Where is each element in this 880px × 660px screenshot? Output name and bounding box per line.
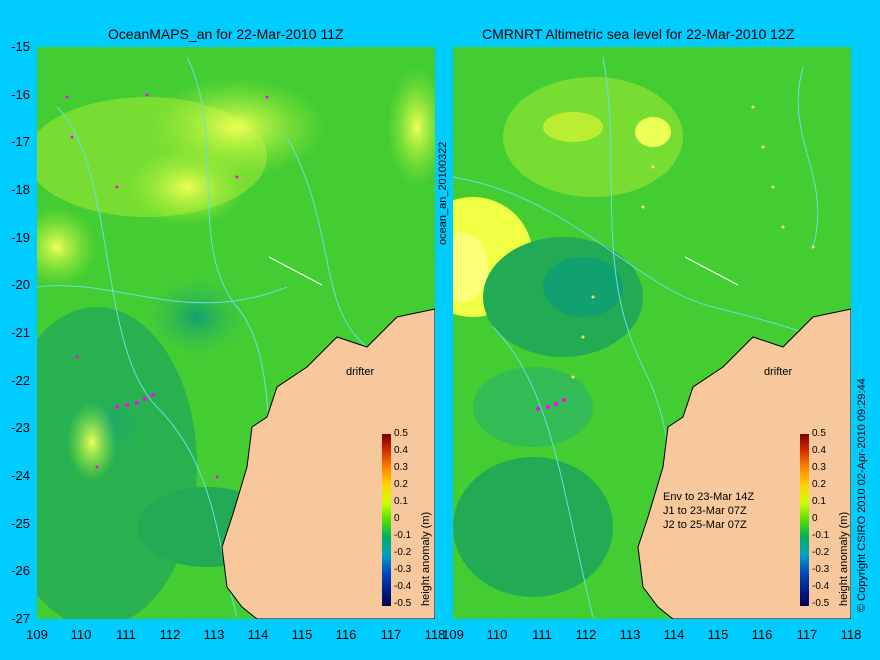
y-tick-label: -17	[11, 134, 30, 149]
x-tick-label: 114	[247, 627, 269, 642]
y-tick-label: -15	[11, 39, 30, 54]
x-tick-label: 117	[380, 627, 402, 642]
y-tick-label: -24	[11, 468, 30, 483]
copyright-text: © Copyright CSIRO 2010 02-Apr-2010 09:29…	[856, 378, 868, 612]
left-map-title: OceanMAPS_an for 22-Mar-2010 11Z	[108, 26, 344, 42]
colorbar-tick: 0.5	[394, 428, 408, 439]
x-tick-label: 110	[70, 627, 92, 642]
right-note-line: Env to 23-Mar 14Z	[663, 491, 755, 503]
colorbar-tick: 0.3	[812, 462, 826, 473]
y-tick-label: -26	[11, 563, 30, 578]
colorbar-tick: 0	[394, 513, 400, 524]
y-tick-label: -21	[11, 325, 30, 340]
y-tick-label: -27	[11, 611, 30, 626]
colorbar-tick: -0.3	[394, 564, 412, 575]
colorbar-label: height anomaly (m)	[838, 511, 850, 606]
x-tick-label: 114	[663, 627, 685, 642]
colorbar-tick: 0.5	[812, 428, 826, 439]
x-tick-label: 116	[335, 627, 357, 642]
right-colorbar	[800, 434, 809, 606]
left-map-svg	[37, 47, 435, 619]
x-tick-label: 115	[707, 627, 729, 642]
x-tick-label: 115	[291, 627, 313, 642]
y-tick-label: -25	[11, 516, 30, 531]
x-tick-label: 111	[532, 627, 552, 642]
left-vertical-label: ocean_an_20100322	[437, 141, 449, 245]
x-tick-label: 109	[26, 627, 48, 642]
x-tick-label: 113	[619, 627, 641, 642]
y-tick-label: -23	[11, 420, 30, 435]
colorbar-tick: -0.5	[394, 598, 412, 609]
land-mass	[637, 308, 851, 619]
drifter-tracks	[65, 93, 269, 479]
x-tick-label: 112	[575, 627, 597, 642]
x-tick-label: 111	[116, 627, 136, 642]
colorbar-tick: -0.1	[812, 530, 830, 541]
drifter-tracks	[536, 398, 566, 411]
colorbar-tick: -0.2	[812, 547, 830, 558]
colorbar-tick: -0.2	[394, 547, 412, 558]
right-map-svg	[453, 47, 851, 619]
y-tick-label: -20	[11, 277, 30, 292]
colorbar-tick: 0	[812, 513, 818, 524]
y-tick-label: -16	[11, 87, 30, 102]
colorbar-label: height anomaly (m)	[420, 511, 432, 606]
colorbar-tick: 0.2	[812, 479, 826, 490]
colorbar-tick: -0.5	[812, 598, 830, 609]
land-mass	[221, 308, 435, 619]
y-tick-label: -22	[11, 373, 30, 388]
colorbar-tick: 0.4	[394, 445, 408, 456]
right-map-panel[interactable]	[453, 47, 851, 619]
colorbar-tick: 0.3	[394, 462, 408, 473]
drifter-label: drifter	[764, 366, 793, 378]
colorbar-tick: 0.1	[394, 496, 408, 507]
right-note-line: J2 to 25-Mar 07Z	[663, 519, 747, 531]
x-tick-label: 118	[840, 627, 862, 642]
colorbar-tick: -0.3	[812, 564, 830, 575]
x-tick-label: 109	[442, 627, 464, 642]
left-map-panel[interactable]	[37, 47, 435, 619]
colorbar-tick: -0.4	[394, 581, 412, 592]
x-tick-label: 116	[751, 627, 773, 642]
x-tick-label: 117	[796, 627, 818, 642]
x-tick-label: 110	[486, 627, 508, 642]
colorbar-tick: -0.4	[812, 581, 830, 592]
altimeter-points	[571, 105, 815, 379]
x-tick-label: 112	[159, 627, 181, 642]
colorbar-tick: -0.1	[394, 530, 412, 541]
y-tick-label: -18	[11, 182, 30, 197]
x-tick-label: 113	[203, 627, 225, 642]
colorbar-tick: 0.2	[394, 479, 408, 490]
colorbar-tick: 0.4	[812, 445, 826, 456]
drifter-label: drifter	[346, 366, 375, 378]
right-map-title: CMRNRT Altimetric sea level for 22-Mar-2…	[482, 26, 795, 42]
y-tick-label: -19	[11, 230, 30, 245]
colorbar-tick: 0.1	[812, 496, 826, 507]
x-tick-label: 118	[424, 627, 446, 642]
right-note-line: J1 to 23-Mar 07Z	[663, 505, 747, 517]
left-colorbar	[382, 434, 391, 606]
